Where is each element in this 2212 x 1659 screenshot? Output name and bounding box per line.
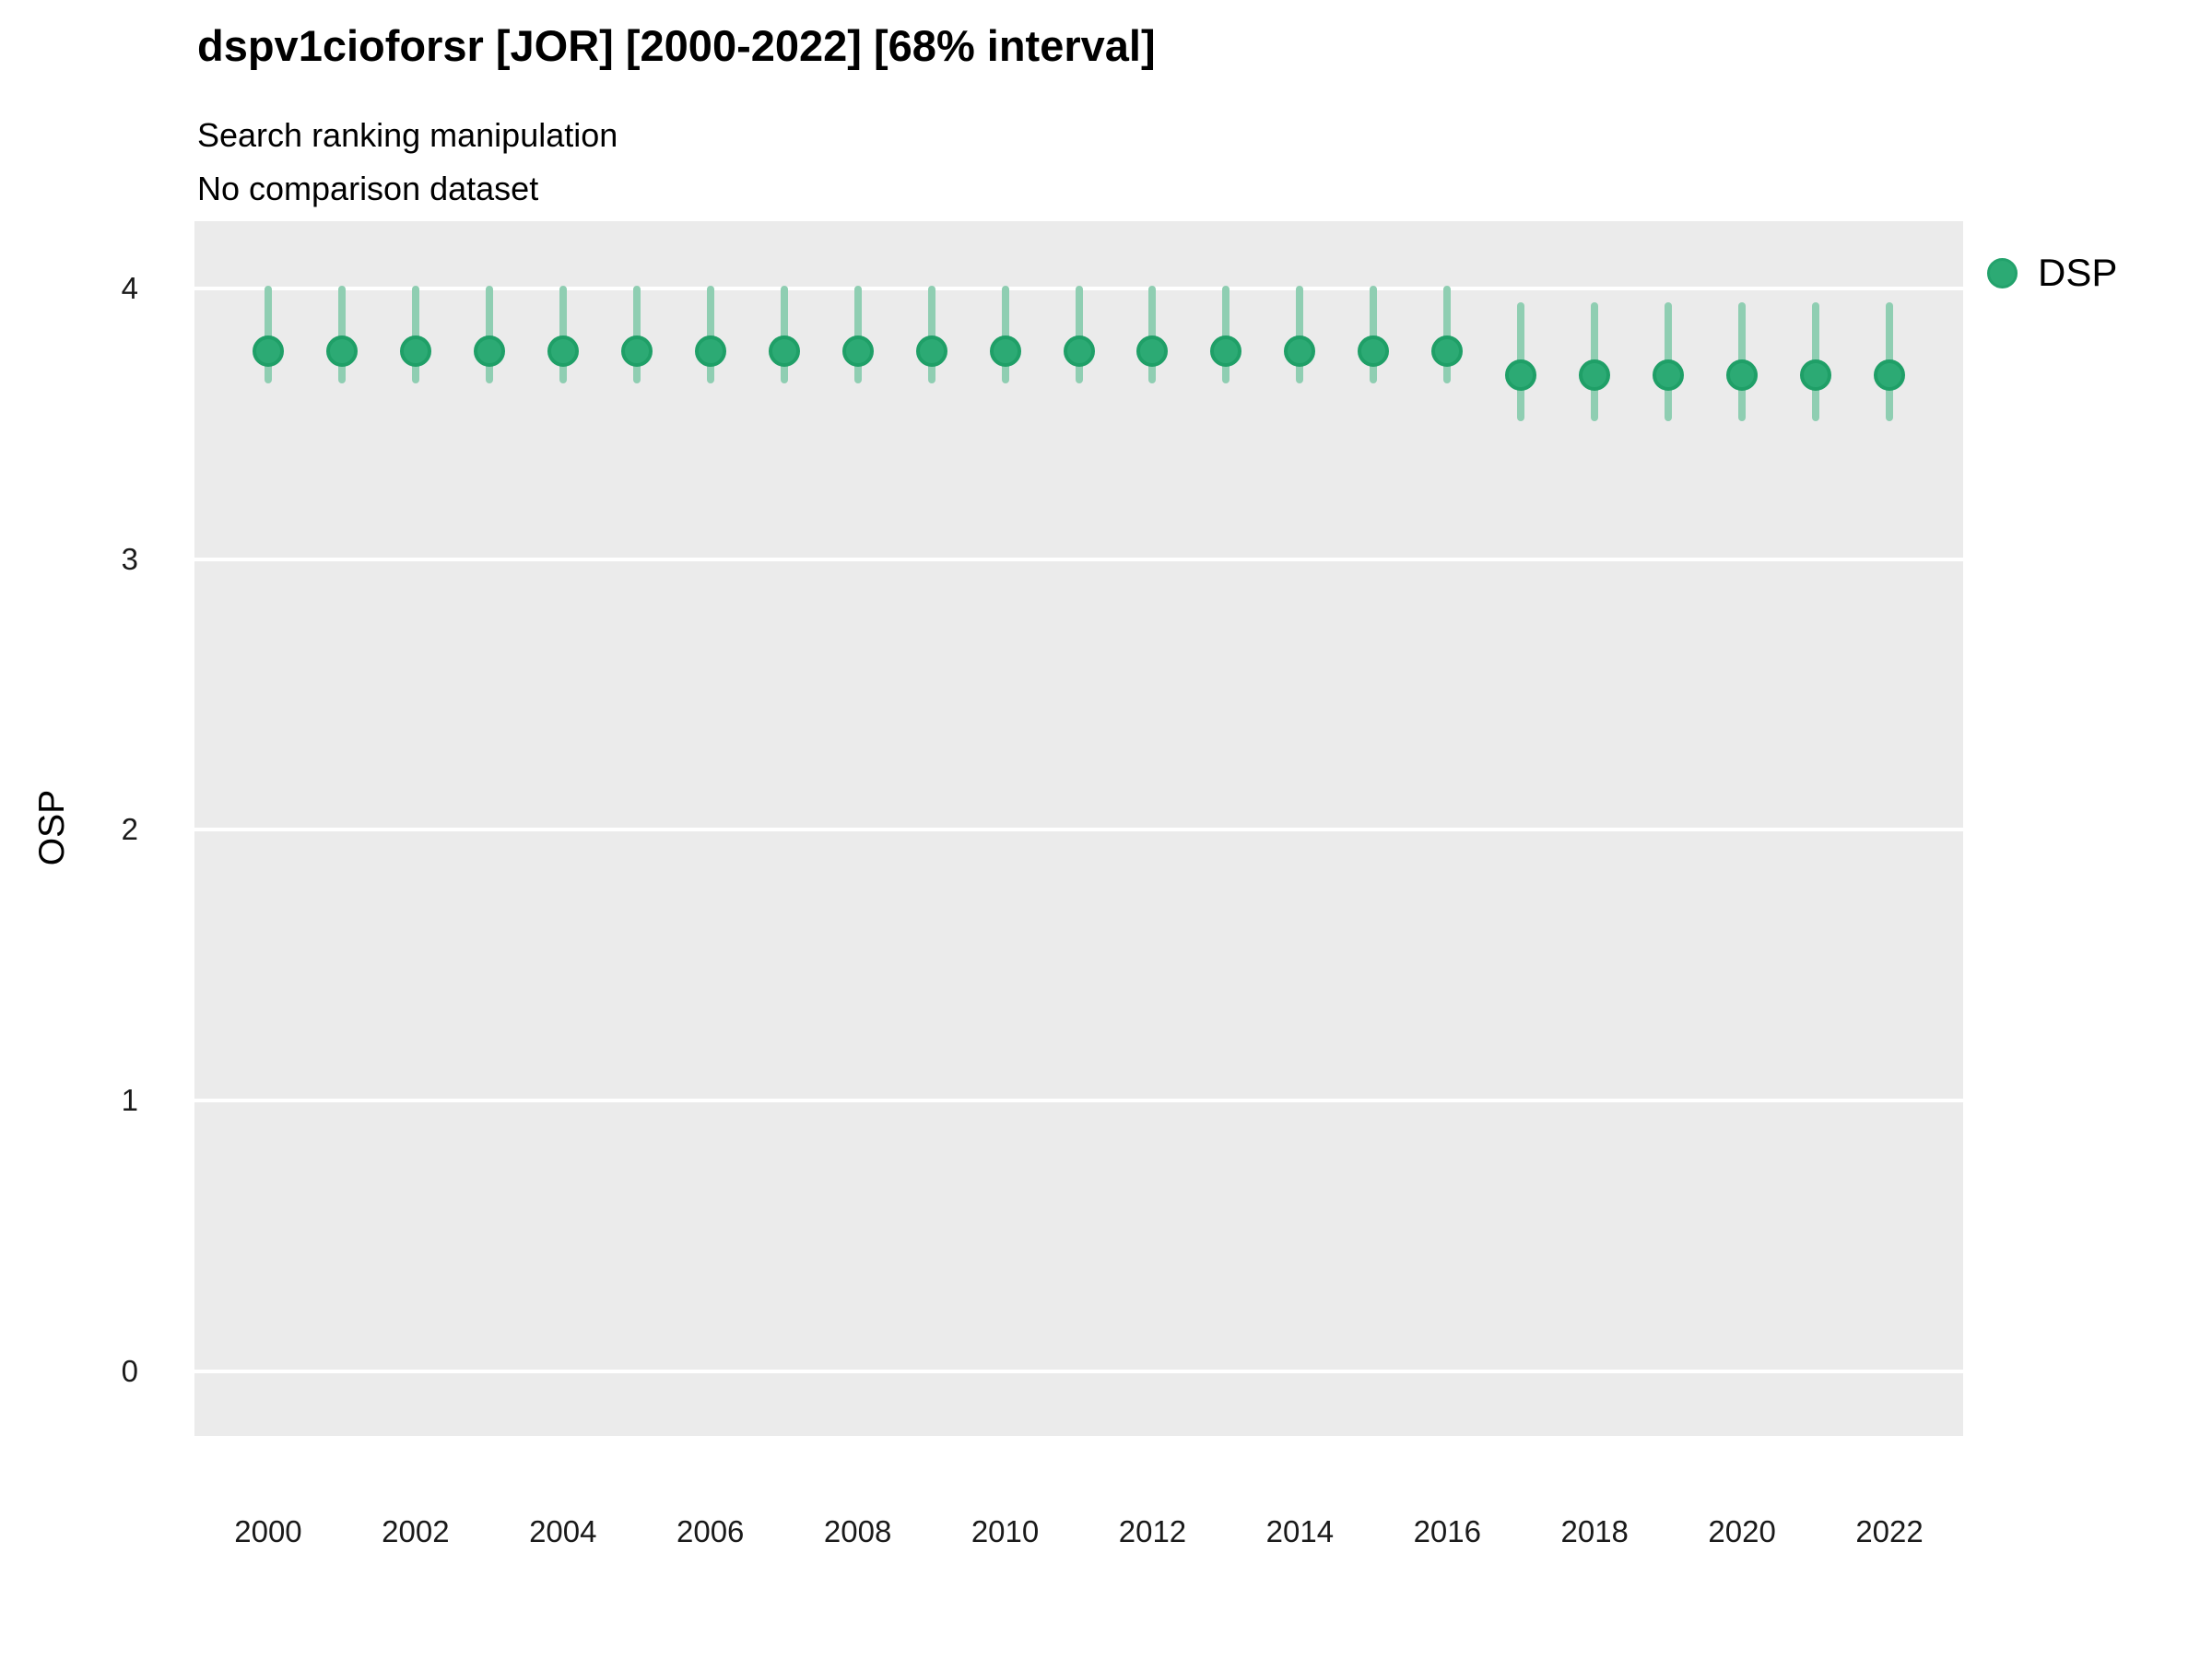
x-tick-label-2010: 2010 xyxy=(971,1514,1040,1548)
y-tick-label-3: 3 xyxy=(121,541,138,576)
data-point-2009 xyxy=(915,335,947,367)
data-point-2018 xyxy=(1579,359,1611,392)
data-point-2005 xyxy=(620,335,653,367)
data-point-2014 xyxy=(1284,335,1316,367)
y-tick-label-2: 2 xyxy=(121,812,138,847)
interval-bar-2007 xyxy=(780,286,788,384)
interval-bar-2003 xyxy=(485,286,493,384)
x-tick-label-2014: 2014 xyxy=(1265,1514,1335,1548)
interval-bar-2008 xyxy=(853,286,862,384)
x-tick-label-2002: 2002 xyxy=(382,1514,450,1548)
interval-bar-2013 xyxy=(1222,286,1230,384)
y-tick-label-4: 4 xyxy=(121,271,138,306)
x-tick-label-2000: 2000 xyxy=(234,1514,302,1548)
legend-marker-circle-icon xyxy=(1987,257,2018,288)
data-point-2017 xyxy=(1505,359,1537,392)
data-point-2020 xyxy=(1726,359,1759,392)
data-point-2011 xyxy=(1063,335,1095,367)
interval-bar-2014 xyxy=(1296,286,1304,384)
data-point-2010 xyxy=(989,335,1021,367)
interval-bar-2009 xyxy=(927,286,935,384)
y-tick-label-1: 1 xyxy=(121,1083,138,1117)
legend-label-dsp: DSP xyxy=(2038,251,2118,294)
data-point-2008 xyxy=(841,335,874,367)
interval-bar-2001 xyxy=(337,286,346,384)
x-tick-label-2018: 2018 xyxy=(1560,1514,1629,1548)
data-point-2022 xyxy=(1874,359,1906,392)
x-tick-label-2008: 2008 xyxy=(823,1514,892,1548)
interval-bar-2006 xyxy=(706,286,714,384)
data-point-2001 xyxy=(325,335,358,367)
data-point-2004 xyxy=(547,335,579,367)
y-tick-label-0: 0 xyxy=(121,1353,138,1388)
chart-subtitle-line2: No comparison dataset xyxy=(197,170,539,207)
interval-bar-2005 xyxy=(632,286,641,384)
legend: DSP xyxy=(1987,251,2117,295)
x-tick-label-2022: 2022 xyxy=(1855,1514,1924,1548)
chart-title: dspv1cioforsr [JOR] [2000-2022] [68% int… xyxy=(197,21,1156,70)
x-tick-label-2012: 2012 xyxy=(1118,1514,1187,1548)
data-point-2012 xyxy=(1136,335,1169,367)
x-tick-label-2004: 2004 xyxy=(529,1514,597,1548)
x-tick-label-2006: 2006 xyxy=(676,1514,745,1548)
data-point-2007 xyxy=(768,335,800,367)
gridline-y-0 xyxy=(194,1369,1963,1373)
data-point-2021 xyxy=(1800,359,1832,392)
gridline-y-2 xyxy=(194,828,1963,832)
interval-bar-2012 xyxy=(1148,286,1157,384)
gridline-y-1 xyxy=(194,1099,1963,1102)
x-tick-label-2016: 2016 xyxy=(1413,1514,1481,1548)
data-point-2019 xyxy=(1653,359,1685,392)
x-tick-label-2020: 2020 xyxy=(1708,1514,1776,1548)
data-point-2000 xyxy=(252,335,284,367)
data-point-2015 xyxy=(1358,335,1390,367)
plot-panel xyxy=(194,221,1963,1436)
data-point-2002 xyxy=(399,335,431,367)
interval-bar-2016 xyxy=(1443,286,1452,384)
interval-bar-2010 xyxy=(1001,286,1009,384)
data-point-2016 xyxy=(1431,335,1464,367)
chart-subtitle-line1: Search ranking manipulation xyxy=(197,116,618,154)
interval-bar-2000 xyxy=(264,286,272,384)
data-point-2003 xyxy=(473,335,505,367)
gridline-y-3 xyxy=(194,557,1963,561)
interval-bar-2011 xyxy=(1075,286,1083,384)
interval-bar-2015 xyxy=(1370,286,1378,384)
data-point-2013 xyxy=(1210,335,1242,367)
interval-bar-2002 xyxy=(411,286,419,384)
data-point-2006 xyxy=(694,335,726,367)
interval-bar-2004 xyxy=(559,286,567,384)
